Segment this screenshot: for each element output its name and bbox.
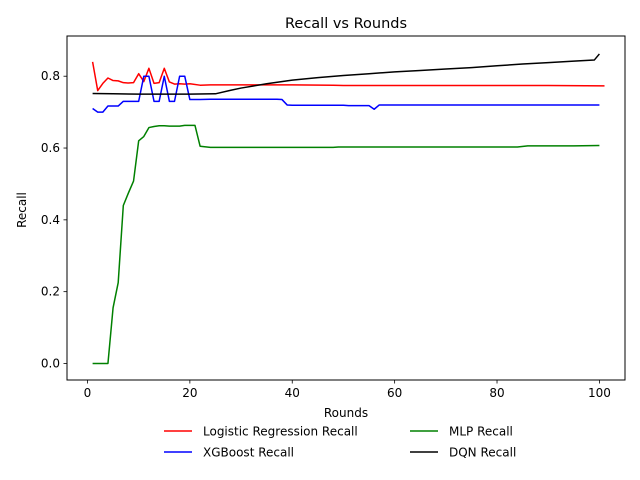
- x-tick-label: 100: [588, 386, 611, 400]
- y-tick-label: 0.8: [41, 69, 60, 83]
- x-tick-label: 20: [182, 386, 197, 400]
- y-tick-label: 0.2: [41, 285, 60, 299]
- chart-title: Recall vs Rounds: [285, 16, 407, 32]
- x-tick-label: 60: [387, 386, 402, 400]
- series-line-3: [92, 53, 600, 95]
- y-tick-label: 0.4: [41, 213, 60, 227]
- series-line-2: [92, 124, 600, 365]
- legend: Logistic Regression Recall XGBoost Recall…: [164, 425, 516, 460]
- y-axis-label: Recall: [15, 192, 29, 228]
- plot-frame: [66, 35, 626, 381]
- y-axis-ticks: 0.0 0.2 0.4 0.6 0.8: [41, 69, 67, 370]
- y-tick-label: 0.6: [41, 141, 60, 155]
- series-line-0: [91, 61, 605, 92]
- x-tick-label: 80: [489, 386, 504, 400]
- x-tick-label: 0: [84, 386, 92, 400]
- series-layer: [91, 53, 605, 365]
- series-line-1: [92, 75, 600, 113]
- x-tick-label: 40: [285, 386, 300, 400]
- legend-entry-label: XGBoost Recall: [203, 446, 294, 460]
- legend-entry-label: Logistic Regression Recall: [203, 425, 358, 439]
- y-tick-label: 0.0: [41, 356, 60, 370]
- legend-entry-label: MLP Recall: [449, 425, 513, 439]
- legend-entry-label: DQN Recall: [449, 446, 516, 460]
- x-axis-ticks: 0 20 40 60 80 100: [84, 380, 611, 400]
- x-axis-label: Rounds: [324, 406, 368, 420]
